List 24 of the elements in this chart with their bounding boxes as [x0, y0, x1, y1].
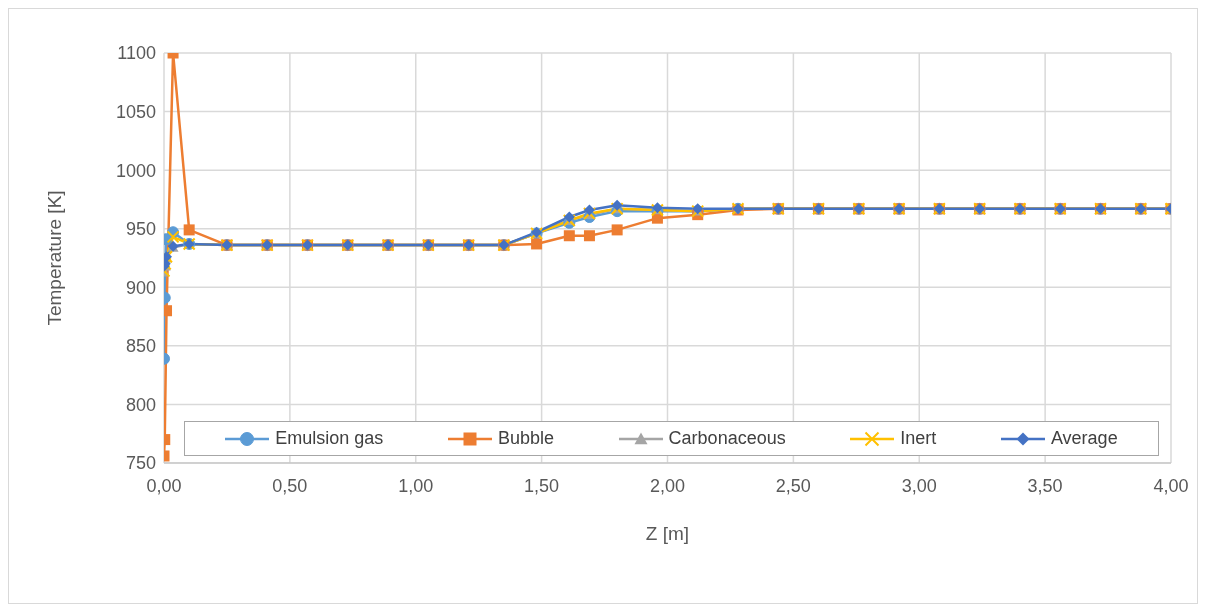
y-tick-label: 1000 [115, 160, 156, 181]
x-tick-label: 1,00 [398, 475, 434, 496]
x-tick-label: 3,00 [901, 475, 937, 496]
x-axis-title: Z [m] [645, 523, 690, 544]
y-tick-label: 950 [125, 219, 156, 240]
x-tick-label: 2,50 [775, 475, 811, 496]
y-axis-title: Temperature [K] [43, 190, 65, 326]
legend-label: Bubble [497, 428, 555, 449]
y-tick-label: 900 [125, 277, 156, 298]
y-tick-label: 850 [125, 336, 156, 357]
x-tick-label: 2,00 [649, 475, 686, 496]
y-tick-label: 800 [125, 394, 156, 415]
legend-label: Average [1050, 428, 1118, 449]
x-tick-label: 1,50 [524, 475, 560, 496]
x-tick-label: 0,50 [272, 475, 308, 496]
x-tick-label: 0,00 [146, 475, 182, 496]
legend-label: Carbonaceous [668, 428, 786, 449]
x-tick-label: 3,50 [1027, 475, 1063, 496]
legend-label: Inert [900, 428, 937, 449]
legend-label: Emulsion gas [275, 428, 384, 449]
x-tick-label: 4,00 [1153, 475, 1189, 496]
y-tick-label: 1050 [115, 101, 156, 122]
y-tick-label: 1100 [117, 43, 156, 64]
y-tick-label: 750 [125, 453, 156, 474]
